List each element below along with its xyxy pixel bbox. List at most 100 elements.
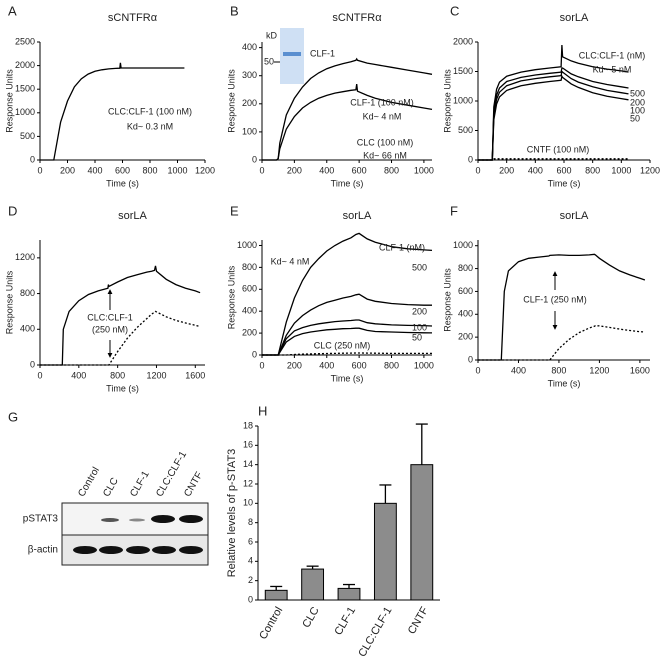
annotation: CLF-1 (100 nM) [350, 97, 414, 107]
x-tick-label: 200 [287, 165, 302, 175]
y-tick-label: 0 [30, 154, 35, 164]
x-tick-label: 1000 [611, 165, 631, 175]
x-axis-label: Time (s) [106, 178, 139, 188]
y-axis-label: Response Units [442, 69, 452, 133]
band [179, 546, 203, 554]
y-tick-label: 1200 [15, 252, 35, 262]
y-tick-label: 8 [248, 517, 253, 527]
y-tick-label: 10 [243, 498, 253, 508]
y-tick-label: 400 [20, 324, 35, 334]
x-axis-label: Time (s) [331, 178, 364, 188]
annotation: CLC (100 nM) [357, 137, 414, 147]
y-tick-label: 500 [458, 125, 473, 135]
x-tick-label: 200 [60, 165, 75, 175]
x-tick-label: 400 [319, 165, 334, 175]
annotation: Kd~ 66 nM [363, 150, 407, 160]
y-axis-label: Response Units [4, 69, 14, 133]
x-tick-label: CLF-1 [332, 605, 358, 637]
x-tick-label: 1000 [167, 165, 187, 175]
sensorgram-line [262, 319, 433, 356]
annotation: 200 [630, 97, 645, 107]
x-tick-label: 0 [475, 165, 480, 175]
x-tick-label: 400 [87, 165, 102, 175]
band [129, 518, 145, 522]
y-tick-label: 2000 [15, 60, 35, 70]
sensorgram-line [478, 44, 629, 161]
sensorgram-line [40, 62, 185, 161]
x-tick-label: 1600 [630, 365, 650, 375]
y-tick-label: 2500 [15, 36, 35, 46]
annotation: CLF-1 (nM) [379, 242, 425, 252]
x-axis-label: Time (s) [331, 373, 364, 383]
annotation: 200 [412, 306, 427, 316]
x-axis-label: Time (s) [106, 383, 139, 393]
annotation: 500 [412, 262, 427, 272]
y-tick-label: 0 [252, 154, 257, 164]
lane-label: Control [76, 465, 102, 498]
y-tick-label: 800 [20, 288, 35, 298]
x-tick-label: 1200 [195, 165, 215, 175]
bar [337, 587, 361, 601]
chart-title: sorLA [560, 12, 589, 24]
x-axis-label: Time (s) [548, 178, 581, 188]
annotation: 100 [412, 322, 427, 332]
y-tick-label: 300 [242, 70, 257, 80]
sensorgram-line [478, 158, 629, 161]
x-tick-label: 800 [142, 165, 157, 175]
x-tick-label: 600 [115, 165, 130, 175]
y-tick-label: 200 [242, 98, 257, 108]
lane-label: CNTF [182, 470, 205, 499]
x-tick-label: 800 [110, 370, 125, 380]
annotation: Kd~ 4 nM [271, 256, 310, 266]
annotation: 50 [630, 113, 640, 123]
sensorgram-line [40, 265, 201, 366]
bar [301, 568, 325, 601]
bar [264, 589, 288, 601]
x-tick-label: 800 [384, 360, 399, 370]
x-tick-label: 200 [287, 360, 302, 370]
annotation: CLC:CLF-1 (100 nM) [108, 106, 192, 116]
band [99, 546, 123, 554]
x-tick-label: 400 [511, 365, 526, 375]
x-tick-label: 1000 [414, 360, 434, 370]
annotation: CLF-1 [310, 48, 335, 58]
annotation: CLC:CLF-1 (nM) [579, 50, 646, 60]
y-tick-label: 100 [242, 126, 257, 136]
x-tick-label: 600 [352, 360, 367, 370]
gel-band [283, 52, 301, 56]
y-tick-label: 400 [458, 309, 473, 319]
x-tick-label: CLC:CLF-1 [356, 605, 394, 658]
y-tick-label: 1000 [237, 240, 257, 250]
y-axis-label: Response Units [226, 265, 236, 329]
x-tick-label: 1000 [414, 165, 434, 175]
annotation: kD [266, 30, 278, 40]
x-tick-label: 1200 [146, 370, 166, 380]
sensorgram-line [262, 232, 433, 356]
y-axis-label: Relative levels of p-STAT3 [226, 449, 238, 578]
x-tick-label: 0 [37, 165, 42, 175]
y-tick-label: 0 [252, 349, 257, 359]
x-tick-label: 1200 [640, 165, 660, 175]
panel-letter: D [8, 203, 17, 218]
panel-letter: C [450, 3, 459, 18]
annotation: 50 [264, 56, 274, 66]
y-tick-label: 1500 [453, 66, 473, 76]
bar [410, 464, 434, 601]
band [179, 515, 203, 523]
band [101, 518, 119, 522]
sensorgram-line [262, 57, 433, 161]
y-tick-label: 1000 [15, 107, 35, 117]
annotation: Kd~ 4 nM [363, 111, 402, 121]
y-tick-label: 800 [242, 262, 257, 272]
band [151, 515, 175, 523]
x-tick-label: CLC [300, 605, 321, 630]
x-tick-label: 800 [551, 365, 566, 375]
row-label: β-actin [28, 545, 58, 556]
sensorgram-line [262, 352, 432, 356]
x-tick-label: 0 [259, 360, 264, 370]
annotation: (250 nM) [92, 324, 128, 334]
y-tick-label: 16 [243, 440, 253, 450]
panel-letter: A [8, 3, 17, 18]
lane-label: CLF-1 [128, 469, 152, 499]
